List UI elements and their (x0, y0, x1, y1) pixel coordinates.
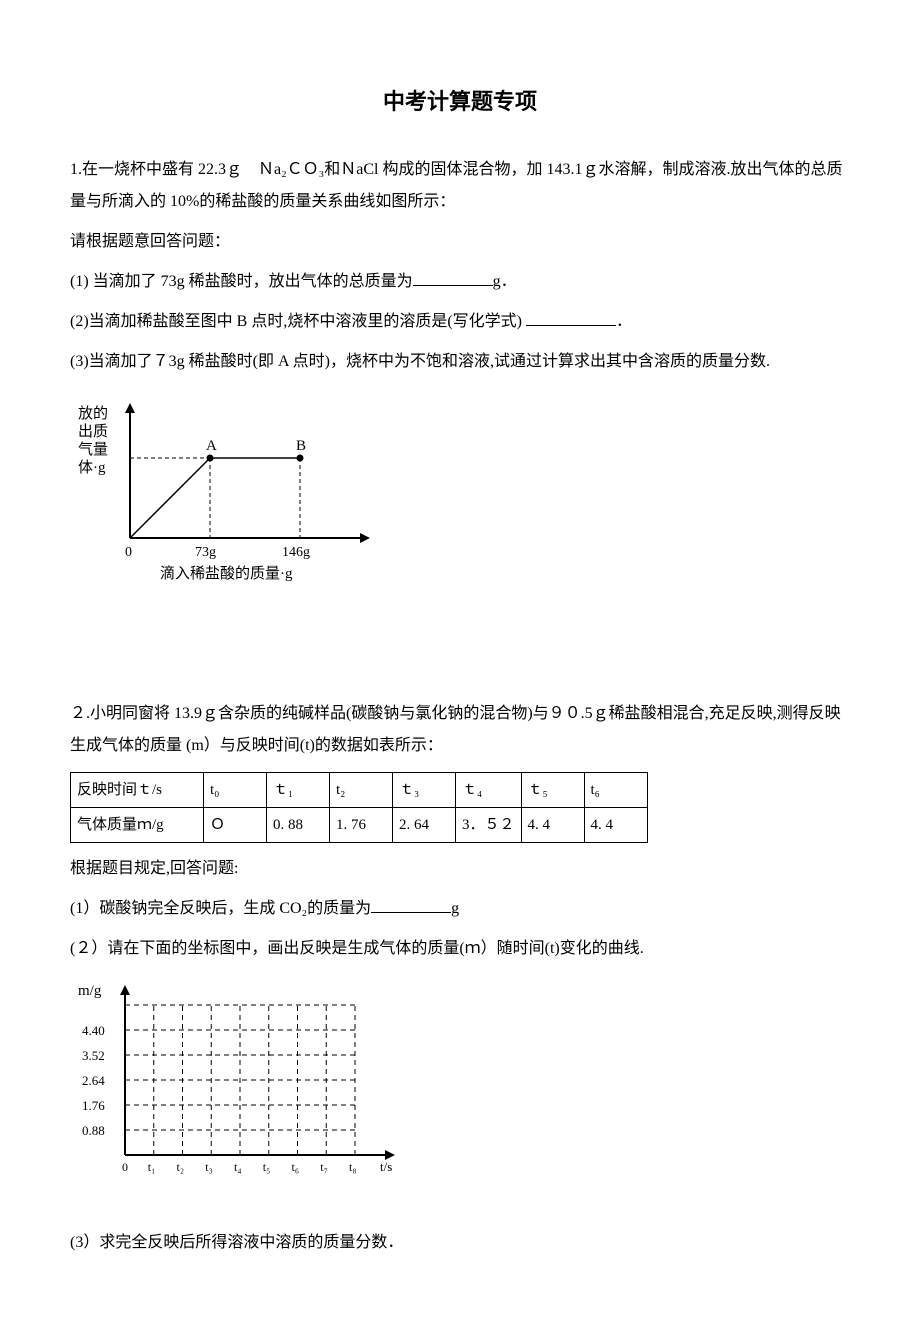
q1-p1-text-a: (1) 当滴加了 73g 稀盐酸时，放出气体的总质量为 (70, 273, 413, 290)
svg-text:m/g: m/g (78, 983, 102, 999)
q2-part1: (1）碳酸钠完全反映后，生成 CO₂的质量为 g (70, 893, 850, 925)
svg-text:0: 0 (125, 545, 132, 560)
q1-p1-blank (413, 269, 493, 286)
svg-text:73g: 73g (195, 545, 216, 560)
svg-text:2.64: 2.64 (82, 1073, 105, 1088)
svg-text:t/s: t/s (380, 1159, 392, 1174)
svg-text:0.88: 0.88 (82, 1123, 105, 1138)
q2-table: 反映时间ｔ/st₀ｔ₁t₂ｔ₃ｔ₄ｔ₅t₆气体质量ｍ/gＯ0. 881. 762… (70, 772, 850, 843)
q2-intro-1: ２.小明同窗将 13.9ｇ含杂质的纯碱样品(碳酸钠与氯化钠的混合物)与９０.5ｇ… (70, 698, 850, 762)
svg-text:体·g: 体·g (78, 459, 106, 476)
q1-intro-1: 1.在一烧杯中盛有 22.3ｇ Ｎa₂ＣＯ₃和ＮaCl 构成的固体混合物，加 1… (70, 154, 850, 218)
q2-intro-2: 根据题目规定,回答问题: (70, 853, 850, 885)
q1-part3: (3)当滴加了７3g 稀盐酸时(即 A 点时)，烧杯中为不饱和溶液,试通过计算求… (70, 346, 850, 378)
svg-text:气量: 气量 (78, 441, 108, 458)
page-title: 中考计算题专项 (70, 80, 850, 124)
q1-part2: (2)当滴加稀盐酸至图中 B 点时,烧杯中溶液里的溶质是(写化学式) ． (70, 306, 850, 338)
q1-part1: (1) 当滴加了 73g 稀盐酸时，放出气体的总质量为 g． (70, 266, 850, 298)
q1-intro-2: 请根据题意回答问题： (70, 226, 850, 258)
svg-text:A: A (206, 438, 217, 454)
svg-text:3.52: 3.52 (82, 1048, 105, 1063)
q1-p2-text-b: ． (616, 313, 632, 330)
svg-text:4.40: 4.40 (82, 1023, 105, 1038)
q1-p2-text-a: (2)当滴加稀盐酸至图中 B 点时,烧杯中溶液里的溶质是(写化学式) (70, 313, 522, 330)
svg-text:t₇: t₇ (320, 1160, 328, 1174)
svg-text:滴入稀盐酸的质量·g: 滴入稀盐酸的质量·g (160, 564, 293, 582)
q2-p1-text-b: g (451, 900, 459, 917)
q1-p1-text-b: g． (493, 273, 517, 290)
svg-text:t₁: t₁ (148, 1160, 156, 1174)
svg-text:t₄: t₄ (234, 1160, 242, 1174)
svg-text:t₃: t₃ (205, 1160, 213, 1174)
q2-chart: m/g 4.40 3.52 2.64 1.76 0.88 0 t₁ t₂ t₃ t₄ t₅ t₆ t₇ t₈… (70, 975, 850, 1197)
svg-text:1.76: 1.76 (82, 1098, 105, 1113)
q1-p2-blank (526, 309, 616, 326)
svg-text:B: B (296, 438, 306, 454)
q2-p1-text-a: (1）碳酸钠完全反映后，生成 CO₂的质量为 (70, 900, 371, 917)
svg-text:0: 0 (122, 1160, 128, 1174)
svg-text:放的: 放的 (78, 405, 108, 422)
svg-text:t₆: t₆ (292, 1160, 300, 1174)
svg-text:146g: 146g (282, 545, 310, 560)
svg-text:t₂: t₂ (177, 1160, 185, 1174)
svg-text:出质: 出质 (78, 423, 108, 440)
q2-p1-blank (371, 896, 451, 913)
q2-part2: (２）请在下面的坐标图中，画出反映是生成气体的质量(ｍ）随时间(t)变化的曲线. (70, 933, 850, 965)
svg-text:t₅: t₅ (263, 1160, 271, 1174)
svg-text:t₈: t₈ (349, 1160, 357, 1174)
q2-part3: (3）求完全反映后所得溶液中溶质的质量分数． (70, 1227, 850, 1259)
q1-chart: 放的出质气量体·g A B 0 73g 146g 滴入稀盐酸的质量·g (70, 388, 850, 600)
